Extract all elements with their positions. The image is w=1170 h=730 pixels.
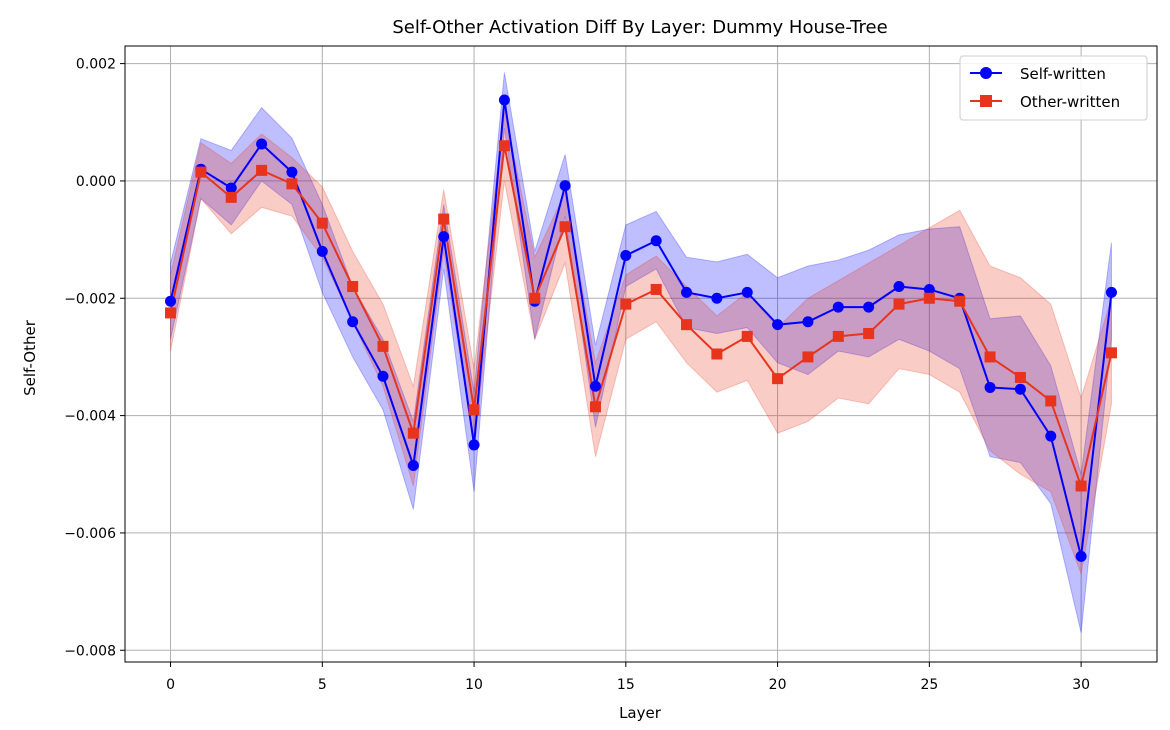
x-tick-label: 5	[318, 677, 327, 693]
point-other-written	[620, 298, 632, 310]
point-self-written	[741, 286, 753, 298]
point-other-written	[711, 348, 723, 360]
point-self-written	[802, 316, 814, 328]
point-other-written	[165, 307, 177, 319]
point-self-written	[347, 316, 359, 328]
point-self-written	[1075, 550, 1087, 562]
point-self-written	[316, 245, 328, 257]
legend-box	[959, 55, 1148, 121]
point-other-written	[681, 319, 693, 331]
x-tick-label: 25	[920, 677, 938, 693]
point-other-written	[954, 295, 966, 307]
point-other-written	[377, 340, 389, 352]
point-self-written	[498, 94, 510, 106]
point-self-written	[256, 138, 268, 150]
point-self-written	[772, 319, 784, 331]
point-other-written	[559, 221, 571, 233]
point-other-written	[1075, 480, 1087, 492]
y-tick-label: −0.002	[64, 291, 116, 307]
y-axis-label: Self-Other	[21, 319, 39, 396]
x-tick-label: 0	[166, 677, 175, 693]
y-tick-label: 0.002	[76, 57, 116, 73]
point-other-written	[863, 327, 875, 339]
point-other-written	[772, 373, 784, 385]
point-other-written	[195, 166, 207, 178]
y-tick-label: 0.000	[76, 174, 116, 190]
point-self-written	[589, 380, 601, 392]
point-self-written	[893, 281, 905, 293]
y-tick-label: −0.008	[64, 643, 116, 659]
point-self-written	[1045, 430, 1057, 442]
point-self-written	[225, 182, 237, 194]
point-other-written	[802, 351, 814, 363]
point-self-written	[681, 286, 693, 298]
point-other-written	[741, 330, 753, 342]
x-tick-label: 10	[465, 677, 483, 693]
point-self-written	[559, 180, 571, 192]
point-self-written	[863, 301, 875, 313]
point-self-written	[650, 235, 662, 247]
band-self-written	[170, 72, 1112, 633]
point-other-written	[923, 292, 935, 304]
point-other-written	[438, 213, 450, 225]
point-self-written	[438, 231, 450, 243]
x-tick-label: 15	[617, 677, 635, 693]
legend-label-other-written: Other-written	[1020, 93, 1120, 111]
x-tick-label: 20	[769, 677, 787, 693]
point-other-written	[316, 217, 328, 229]
x-tick-label: 30	[1072, 677, 1090, 693]
point-other-written	[225, 191, 237, 203]
point-self-written	[1105, 286, 1117, 298]
axis-ticks: 0 5 10 15 20 25 30 0.002 0.000 −0.002 −0.004 −0.006…	[64, 57, 1090, 693]
point-other-written	[256, 164, 268, 176]
legend-label-self-written: Self-written	[1020, 65, 1106, 83]
point-other-written	[984, 351, 996, 363]
x-axis-label: Layer	[619, 704, 662, 722]
point-other-written	[1045, 395, 1057, 407]
y-tick-label: −0.004	[64, 409, 116, 425]
chart-title: Self-Other Activation Diff By Layer: Dum…	[392, 17, 887, 38]
legend-marker-self-written	[980, 67, 992, 79]
legend: Self-written Other-written	[959, 55, 1148, 121]
y-tick-label: −0.006	[64, 526, 116, 542]
point-self-written	[407, 459, 419, 471]
point-other-written	[832, 330, 844, 342]
confidence-bands	[170, 72, 1112, 633]
point-self-written	[984, 381, 996, 393]
point-self-written	[468, 439, 480, 451]
point-other-written	[529, 292, 541, 304]
point-self-written	[165, 295, 177, 307]
legend-marker-other-written	[980, 95, 992, 107]
point-self-written	[832, 301, 844, 313]
point-other-written	[347, 281, 359, 293]
plot-frame	[124, 45, 1158, 663]
point-other-written	[650, 283, 662, 295]
point-self-written	[711, 292, 723, 304]
point-other-written	[286, 178, 298, 190]
point-self-written	[377, 370, 389, 382]
point-other-written	[589, 401, 601, 413]
point-other-written	[1105, 347, 1117, 359]
point-self-written	[1014, 383, 1026, 395]
grid	[125, 46, 1157, 662]
point-other-written	[893, 298, 905, 310]
point-other-written	[1014, 371, 1026, 383]
point-other-written	[498, 140, 510, 152]
point-other-written	[407, 427, 419, 439]
point-self-written	[286, 166, 298, 178]
band-other-written	[170, 110, 1112, 576]
point-self-written	[923, 283, 935, 295]
point-self-written	[620, 249, 632, 261]
point-other-written	[468, 404, 480, 416]
series-markers	[165, 94, 1117, 562]
